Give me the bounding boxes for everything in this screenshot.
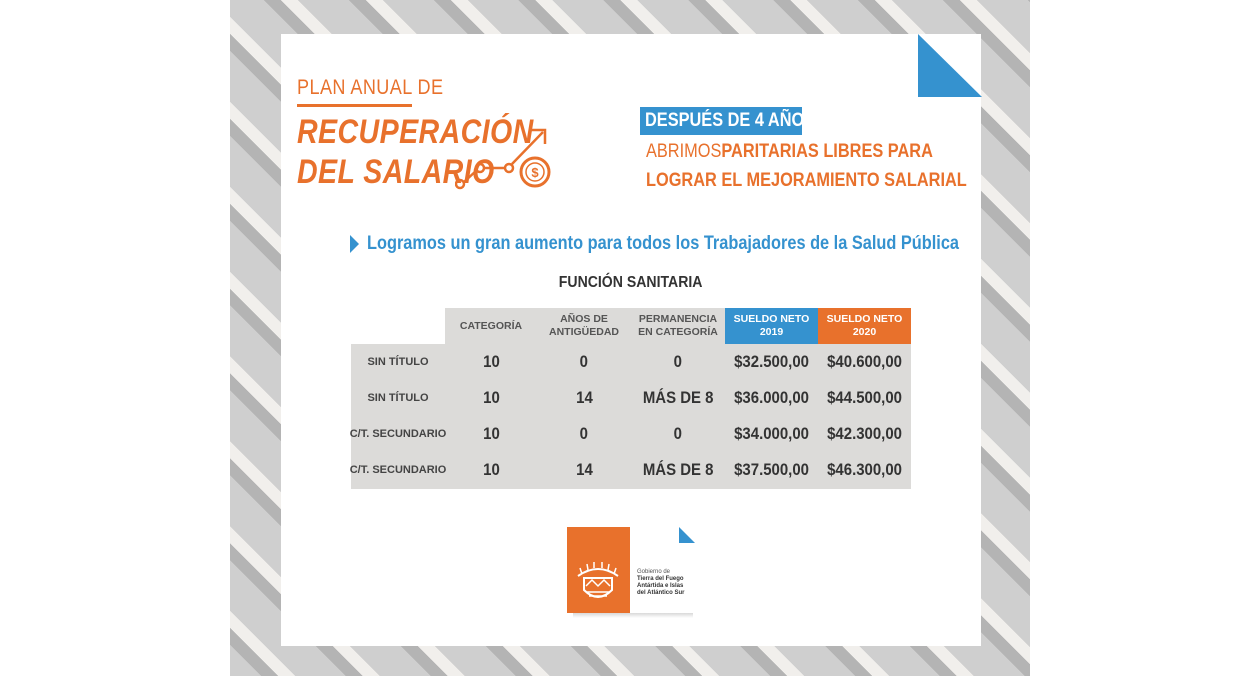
row-3-label: C/T. SECUNDARIO — [349, 428, 447, 440]
row-1-anios-value: 0 — [579, 352, 589, 371]
header-permanencia-line1: PERMANENCIA — [638, 313, 718, 325]
header-anios-line1: AÑOS DE — [560, 313, 608, 325]
dollar-coin-icon: $ — [519, 156, 551, 188]
row-2-sueldo-2020-value: $44.500,00 — [827, 388, 902, 407]
message-line-2-text: LOGRAR EL MEJORAMIENTO SALARIAL — [646, 170, 967, 191]
row-1-categoria-value: 10 — [482, 352, 500, 371]
row-1-sueldo-2020-value: $40.600,00 — [827, 352, 902, 371]
plan-underline — [297, 104, 412, 107]
message-line-1: ABRIMOS PARITARIAS LIBRES PARA — [646, 141, 980, 163]
logo-shadow — [573, 612, 693, 618]
row-3-anios: 0 — [537, 416, 631, 452]
row-3-sueldo-2020: $42.300,00 — [818, 416, 911, 452]
intro-line: Logramos un gran aumento para todos los … — [350, 233, 1055, 255]
table-title-text: FUNCIÓN SANITARIA — [559, 274, 703, 291]
crest-icon — [577, 562, 619, 598]
row-4-permanencia: MÁS DE 8 — [631, 452, 725, 488]
header-sueldo-2019-line1: SUELDO NETO — [733, 313, 810, 325]
play-triangle-icon — [350, 235, 359, 253]
header-sueldo-2019-line2: 2019 — [759, 326, 784, 338]
logo-line-1: Gobierno de — [637, 569, 671, 575]
logo-line-4-text: del Atlántico Sur — [637, 590, 685, 596]
row-4-label: C/T. SECUNDARIO — [349, 464, 447, 476]
row-4-anios: 14 — [537, 452, 631, 488]
row-2-sueldo-2019: $36.000,00 — [725, 380, 818, 416]
row-3-sueldo-2019: $34.000,00 — [725, 416, 818, 452]
row-4-sueldo-2019: $37.500,00 — [725, 452, 818, 488]
table-header-gray — [445, 308, 725, 344]
row-1-sueldo-2019: $32.500,00 — [725, 344, 818, 380]
logo-line-2-text: Tierra del Fuego — [637, 576, 684, 582]
header-sueldo-2020-line2: 2020 — [852, 326, 877, 338]
row-4-anios-value: 14 — [575, 460, 593, 479]
header-anios-line2: ANTIGÜEDAD — [549, 326, 619, 338]
header-anios: AÑOS DE ANTIGÜEDAD — [537, 308, 631, 344]
logo-line-2: Tierra del Fuego — [637, 576, 684, 583]
plan-title: RECUPERACIÓN DEL SALARIO — [297, 112, 534, 192]
header-sueldo-2020-line1: SUELDO NETO — [826, 313, 903, 325]
row-2-sueldo-2020: $44.500,00 — [818, 380, 911, 416]
header-categoria: CATEGORÍA — [445, 308, 537, 344]
intro-text: Logramos un gran aumento para todos los … — [367, 233, 960, 254]
row-4-sueldo-2020-value: $46.300,00 — [827, 460, 902, 479]
logo-text: Gobierno de Tierra del Fuego Antártida e… — [637, 569, 684, 597]
row-1-label: SIN TÍTULO — [367, 356, 429, 368]
row-4-categoria: 10 — [445, 452, 537, 488]
years-badge: DESPUÉS DE 4 AÑOS — [640, 107, 802, 135]
row-2-anios: 14 — [537, 380, 631, 416]
row-4-categoria-value: 10 — [482, 460, 500, 479]
row-2-permanencia-value: MÁS DE 8 — [642, 388, 714, 407]
row-1-sueldo-2019-value: $32.500,00 — [734, 352, 809, 371]
logo-line-3-text: Antártida e Islas — [637, 583, 684, 589]
header-permanencia-line2: EN CATEGORÍA — [638, 326, 718, 338]
header-sueldo-2019: SUELDO NETO 2019 — [725, 308, 818, 344]
message-line-2: LOGRAR EL MEJORAMIENTO SALARIAL — [646, 170, 1019, 192]
years-badge-text: DESPUÉS DE 4 AÑOS — [645, 110, 802, 131]
row-1-sueldo-2020: $40.600,00 — [818, 344, 911, 380]
svg-text:$: $ — [531, 165, 539, 180]
row-3-sueldo-2020-value: $42.300,00 — [827, 424, 902, 443]
row-3-categoria-value: 10 — [482, 424, 500, 443]
row-4-permanencia-value: MÁS DE 8 — [642, 460, 714, 479]
row-2-permanencia: MÁS DE 8 — [631, 380, 725, 416]
row-2-categoria: 10 — [445, 380, 537, 416]
row-1-permanencia: 0 — [631, 344, 725, 380]
header-categoria-text: CATEGORÍA — [459, 319, 523, 332]
plan-title-line2: DEL SALARIO — [297, 153, 495, 191]
row-3-categoria: 10 — [445, 416, 537, 452]
table-body — [351, 344, 911, 489]
logo-line-3: Antártida e Islas — [637, 583, 684, 590]
table-title: FUNCIÓN SANITARIA — [351, 274, 911, 292]
plan-title-line1: RECUPERACIÓN — [297, 113, 534, 151]
logo-line-4: del Atlántico Sur — [637, 590, 684, 597]
header-permanencia: PERMANENCIA EN CATEGORÍA — [631, 308, 725, 344]
message-line-1-bold: PARITARIAS LIBRES PARA — [721, 141, 933, 162]
row-4-sueldo-2019-value: $37.500,00 — [734, 460, 809, 479]
row-2-categoria-value: 10 — [482, 388, 500, 407]
row-2-label: SIN TÍTULO — [367, 392, 429, 404]
row-4-sueldo-2020: $46.300,00 — [818, 452, 911, 488]
header-sueldo-2020: SUELDO NETO 2020 — [818, 308, 911, 344]
table-header-2020 — [818, 308, 911, 344]
table-header-2019 — [725, 308, 818, 344]
row-1-anios: 0 — [537, 344, 631, 380]
row-3-sueldo-2019-value: $34.000,00 — [734, 424, 809, 443]
row-1-categoria: 10 — [445, 344, 537, 380]
row-3-anios-value: 0 — [579, 424, 589, 443]
plan-subtitle: PLAN ANUAL DE — [297, 76, 444, 99]
row-3-permanencia: 0 — [631, 416, 725, 452]
message-line-1-prefix: ABRIMOS — [646, 141, 722, 162]
row-1-permanencia-value: 0 — [673, 352, 683, 371]
growth-arrow-icon: $ — [455, 128, 551, 190]
row-2-sueldo-2019-value: $36.000,00 — [734, 388, 809, 407]
row-3-permanencia-value: 0 — [673, 424, 683, 443]
row-2-anios-value: 14 — [575, 388, 593, 407]
